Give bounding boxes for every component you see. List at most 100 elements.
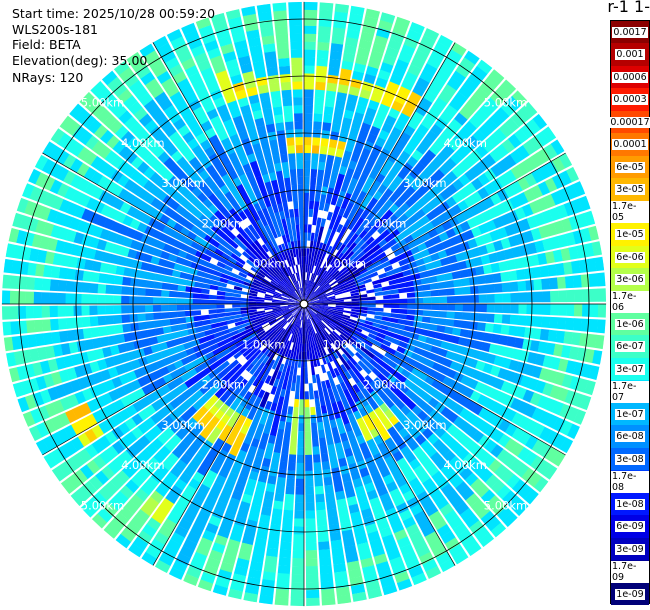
range-gate xyxy=(470,499,485,513)
range-gate xyxy=(378,194,389,205)
range-gate xyxy=(427,83,442,97)
range-gate xyxy=(343,301,352,304)
range-gate xyxy=(448,98,463,112)
range-gate xyxy=(29,248,40,262)
range-gate xyxy=(517,161,531,176)
range-gate xyxy=(229,217,239,228)
range-gate xyxy=(96,382,108,395)
range-gate xyxy=(289,25,302,35)
range-gate xyxy=(404,234,414,244)
range-gate xyxy=(118,408,131,421)
range-gate xyxy=(276,286,284,293)
range-gate xyxy=(459,57,476,72)
range-gate xyxy=(319,305,328,308)
range-gate xyxy=(319,437,327,447)
range-gate xyxy=(365,8,381,20)
range-gate xyxy=(328,322,337,329)
range-gate xyxy=(105,305,114,315)
range-gate xyxy=(452,178,465,191)
range-gate xyxy=(280,308,289,312)
range-gate xyxy=(290,41,303,50)
range-gate xyxy=(557,358,569,373)
range-gate xyxy=(182,511,196,524)
range-gate xyxy=(201,314,210,321)
range-gate xyxy=(523,451,538,466)
range-gate xyxy=(431,304,440,311)
range-gate xyxy=(419,271,429,279)
range-gate xyxy=(514,128,529,144)
range-gate xyxy=(327,387,334,397)
range-gate xyxy=(304,81,314,90)
range-gate xyxy=(33,305,42,319)
range-gate xyxy=(321,282,329,289)
range-gate xyxy=(19,215,32,230)
range-gate xyxy=(229,531,243,543)
range-gate xyxy=(567,423,581,440)
range-gate xyxy=(186,504,200,517)
range-gate xyxy=(373,553,388,565)
range-gate xyxy=(144,404,157,417)
range-gate xyxy=(405,523,420,536)
range-gate xyxy=(343,361,351,371)
range-gate xyxy=(256,299,265,302)
range-gate xyxy=(362,449,372,460)
range-gate xyxy=(228,497,241,509)
range-gate xyxy=(150,470,164,484)
range-gate xyxy=(314,485,324,495)
range-gate xyxy=(412,279,422,286)
range-gate xyxy=(293,291,300,298)
range-gate xyxy=(447,254,458,264)
range-gate xyxy=(384,398,395,409)
range-gate xyxy=(216,420,227,431)
range-gate xyxy=(220,413,231,425)
range-gate xyxy=(257,271,266,278)
range-gate xyxy=(315,314,322,321)
range-gate xyxy=(337,425,346,435)
range-gate xyxy=(331,123,341,133)
range-gate xyxy=(245,452,255,463)
range-gate xyxy=(380,96,394,108)
range-gate xyxy=(489,112,504,127)
range-gate xyxy=(72,405,85,420)
range-gate xyxy=(324,272,331,281)
range-gate xyxy=(160,138,173,151)
range-gate xyxy=(201,288,210,294)
range-gate xyxy=(379,276,389,283)
range-gate xyxy=(310,334,315,343)
range-gate xyxy=(455,146,469,160)
range-gate xyxy=(208,294,217,300)
range-gate xyxy=(469,149,483,163)
range-gate xyxy=(566,304,575,317)
range-gate xyxy=(283,501,294,511)
range-gate xyxy=(254,359,262,369)
range-gate xyxy=(25,276,35,290)
range-gate xyxy=(573,361,585,377)
range-gate xyxy=(474,235,486,247)
range-gate xyxy=(229,581,245,592)
range-gate xyxy=(432,362,443,372)
range-gate xyxy=(285,288,293,294)
range-gate xyxy=(251,357,259,366)
range-gate xyxy=(60,343,71,356)
range-gate xyxy=(278,57,290,67)
range-gate xyxy=(282,293,290,298)
range-gate xyxy=(357,287,367,292)
range-gate xyxy=(37,346,48,361)
range-gate xyxy=(369,538,383,550)
range-gate xyxy=(342,209,351,219)
range-gate xyxy=(419,155,431,168)
range-gate xyxy=(516,145,530,160)
range-gate xyxy=(162,546,178,560)
range-gate xyxy=(368,151,379,162)
range-gate xyxy=(357,349,366,357)
range-gate xyxy=(459,220,471,232)
range-gate xyxy=(426,269,437,277)
range-gate xyxy=(321,596,336,606)
range-gate xyxy=(379,205,389,215)
range-gate xyxy=(311,317,316,326)
range-gate xyxy=(389,284,399,290)
range-gate xyxy=(306,597,320,607)
range-gate xyxy=(401,78,415,91)
range-gate xyxy=(380,320,390,327)
ppi-ray xyxy=(304,2,334,304)
